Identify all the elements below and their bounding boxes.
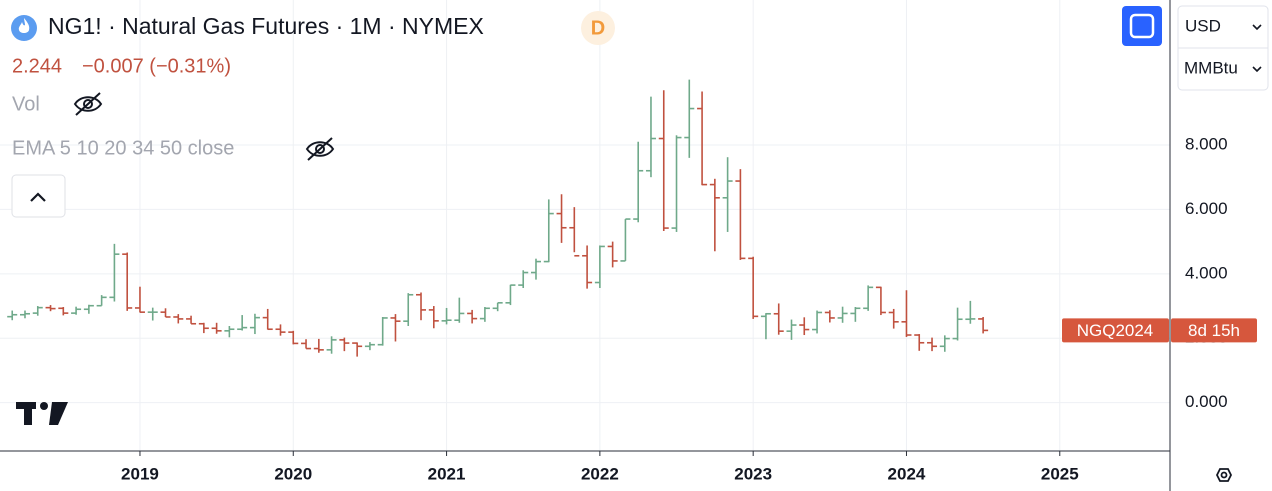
settings-icon[interactable] <box>1215 468 1233 482</box>
price-change: −0.007 (−0.31%) <box>82 55 231 77</box>
x-tick-label: 2023 <box>734 464 772 483</box>
last-price: 2.244 <box>12 55 62 77</box>
x-tick-label: 2022 <box>581 464 619 483</box>
indicator-label[interactable]: Vol <box>12 93 40 115</box>
x-tick-label: 2024 <box>888 464 926 483</box>
hide-icon[interactable] <box>73 92 103 116</box>
x-tick-label: 2019 <box>121 464 159 483</box>
currency[interactable]: USD <box>1185 16 1221 35</box>
contract-label: NGQ2024 <box>1077 321 1154 340</box>
countdown-tag <box>1171 318 1257 343</box>
collapse-button[interactable] <box>11 174 66 218</box>
axes <box>0 0 1171 491</box>
unit[interactable]: MMBtu <box>1184 58 1238 77</box>
indicator-label[interactable]: EMA 5 10 20 34 50 close <box>12 137 234 159</box>
x-tick-label: 2021 <box>428 464 466 483</box>
fullscreen-button[interactable] <box>1122 6 1162 46</box>
symbol-icon <box>11 15 37 41</box>
x-tick-label: 2020 <box>274 464 312 483</box>
x-tick-label: 2025 <box>1041 464 1079 483</box>
y-tick-label: 6.000 <box>1185 199 1228 218</box>
y-tick-label: 8.000 <box>1185 134 1228 153</box>
contract-tag <box>1062 318 1169 343</box>
bars <box>7 79 989 357</box>
symbol-title[interactable]: NG1! · Natural Gas Futures · 1M · NYMEX <box>48 13 484 39</box>
interval-badge[interactable]: D <box>591 17 605 39</box>
labels: 0.0002.0004.0006.0008.000201920202021202… <box>121 134 1227 483</box>
countdown-label: 8d 15h <box>1188 321 1240 340</box>
badge-circle[interactable] <box>581 11 615 45</box>
unit-selector[interactable] <box>1177 5 1269 91</box>
logo[interactable] <box>16 402 68 425</box>
price-tag: NGQ2024 8d 15h <box>1062 318 1257 343</box>
y-tick-label: 0.000 <box>1185 392 1228 411</box>
hide-icon[interactable] <box>305 137 335 161</box>
y-tick-label: 4.000 <box>1185 263 1228 282</box>
grid <box>0 0 1170 451</box>
